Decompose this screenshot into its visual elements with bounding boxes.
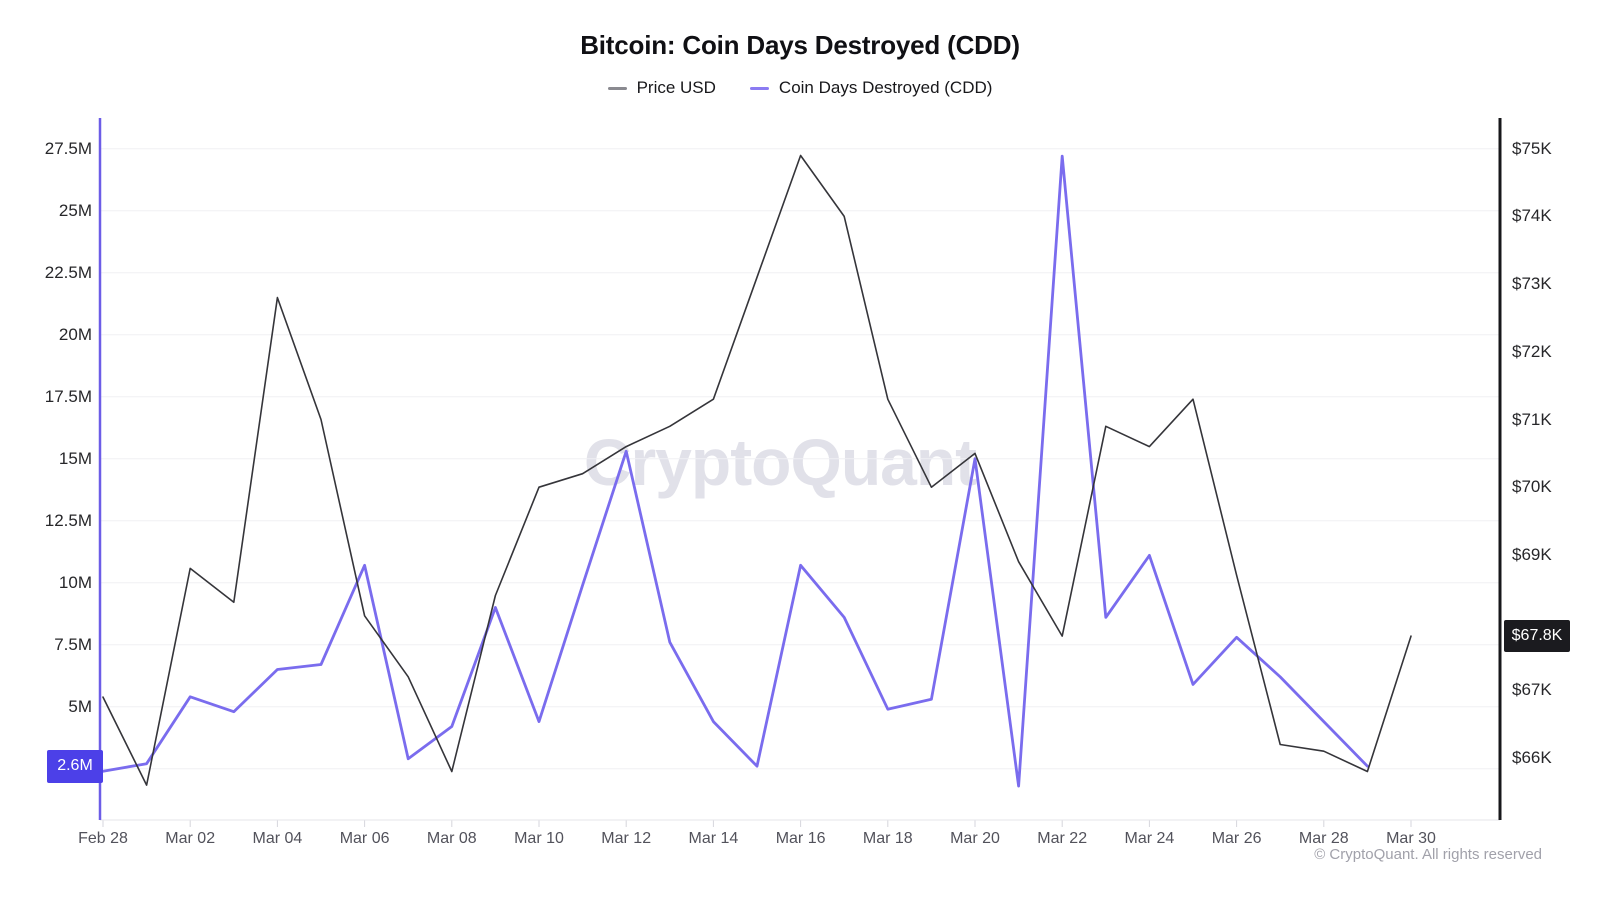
x-axis-tick-label: Mar 30 (1386, 830, 1436, 847)
x-axis-tick-label: Mar 12 (601, 830, 652, 847)
x-axis-tick-label: Feb 28 (78, 830, 128, 847)
left-axis-tick-label: 20M (58, 324, 92, 344)
footer-copyright: © CryptoQuant. All rights reserved (1314, 846, 1542, 863)
right-axis-tick-label: $75K (1512, 138, 1552, 158)
price-line-dash-icon (607, 86, 627, 90)
x-axis-tick-label: Mar 18 (862, 830, 913, 847)
x-axis-tick-label: Mar 02 (165, 830, 216, 847)
gridlines (100, 148, 1500, 770)
legend-label-cdd: Coin Days Destroyed (CDD) (778, 78, 993, 97)
left-axis-tick-label: 15M (58, 448, 92, 468)
legend-label-price: Price USD (636, 78, 716, 97)
left-axis-tick-label: 5M (68, 696, 92, 716)
right-axis-tick-label: $72K (1512, 341, 1552, 361)
right-axis-tick-label: $74K (1512, 206, 1552, 226)
left-axis-tick-label: 25M (58, 200, 92, 220)
right-axis-tick-label: $66K (1512, 748, 1552, 767)
right-axis-tick-label: $67K (1512, 680, 1552, 700)
x-axis-tick-label: Mar 04 (252, 830, 303, 847)
x-axis-tick-label: Mar 22 (1037, 830, 1088, 847)
cdd-current-value-badge: 2.6M (47, 749, 103, 783)
left-axis-tick-label: 22.5M (44, 262, 92, 282)
x-axis-tick-label: Mar 16 (775, 830, 826, 847)
cryptoquant-watermark: CryptoQuant (583, 425, 977, 499)
cdd-line (101, 154, 1369, 788)
right-axis-tick-label: $73K (1512, 274, 1552, 294)
legend-item-price[interactable]: Price USD (607, 78, 716, 98)
left-axis-tick-label: 7.5M (54, 634, 92, 654)
left-axis-tick-label: 27.5M (44, 138, 92, 158)
chart-title: Bitcoin: Coin Days Destroyed (CDD) (580, 30, 1020, 60)
left-axis-tick-label: 10M (58, 572, 92, 592)
x-axis-tick-label: Mar 14 (688, 830, 739, 847)
x-axis-tick-label: Mar 26 (1211, 830, 1262, 847)
left-axis-tick-label: 12.5M (44, 510, 92, 530)
x-axis-tick-label: Mar 10 (514, 830, 564, 847)
cdd-line-dash-icon (749, 86, 769, 90)
right-axis-tick-label: $70K (1512, 477, 1552, 497)
legend-item-cdd[interactable]: Coin Days Destroyed (CDD) (749, 78, 993, 98)
price-current-value-badge: $67.8K (1504, 620, 1570, 653)
x-axis-tick-label: Mar 08 (426, 830, 477, 847)
right-axis-tick-label: $69K (1512, 544, 1552, 564)
x-axis-tick-label: Mar 06 (339, 830, 390, 847)
right-axis-tick-label: $71K (1512, 409, 1552, 429)
x-axis-tick-label: Mar 28 (1298, 830, 1349, 847)
left-axis-tick-label: 17.5M (44, 386, 92, 406)
price-line (102, 154, 1412, 786)
x-axis-tick-label: Mar 24 (1124, 830, 1175, 847)
x-axis-tick-marks (102, 820, 1412, 827)
x-axis-tick-label: Mar 20 (950, 830, 1000, 847)
legend: Price USD Coin Days Destroyed (CDD) (0, 78, 1600, 98)
